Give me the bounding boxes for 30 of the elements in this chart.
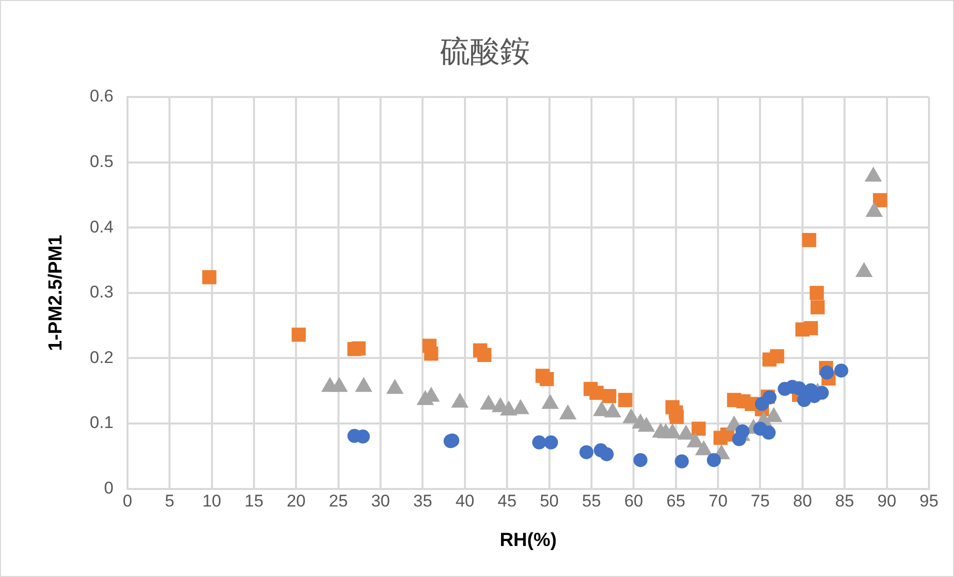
y-tick-label: 0.1	[90, 413, 114, 432]
x-tick-label: 35	[413, 492, 432, 511]
y-tick-label: 0.3	[90, 282, 114, 302]
x-tick-label: 70	[708, 492, 728, 511]
x-tick-label: 75	[750, 492, 770, 511]
x-tick-label: 80	[792, 492, 812, 511]
x-tick-label: 0	[122, 492, 132, 511]
x-tick-label: 25	[328, 492, 348, 511]
y-tick-label: 0.2	[90, 348, 114, 367]
x-tick-label: 5	[164, 492, 174, 511]
x-axis-title: RH(%)	[500, 530, 557, 551]
y-tick-label: 0.4	[90, 217, 114, 236]
x-tick-label: 95	[920, 492, 938, 511]
x-tick-label: 55	[582, 492, 601, 511]
x-tick-label: 15	[244, 492, 264, 511]
y-tick-label: 0.6	[90, 86, 114, 106]
y-tick-label: 0	[104, 478, 114, 498]
x-tick-label: 45	[498, 492, 517, 511]
x-tick-label: 40	[455, 492, 474, 511]
x-tick-label: 60	[624, 492, 644, 511]
x-tick-label: 30	[371, 492, 390, 511]
x-tick-label: 85	[835, 492, 854, 511]
y-tick-label: 0.5	[90, 152, 114, 171]
x-tick-label: 90	[877, 492, 896, 511]
x-tick-label: 65	[666, 492, 686, 511]
chart-title: 硫酸銨	[440, 35, 530, 68]
x-tick-label: 10	[202, 492, 222, 511]
y-axis-title: 1-PM2.5/PM1	[46, 234, 67, 351]
x-tick-label: 50	[540, 492, 559, 511]
x-tick-label: 20	[286, 492, 306, 511]
